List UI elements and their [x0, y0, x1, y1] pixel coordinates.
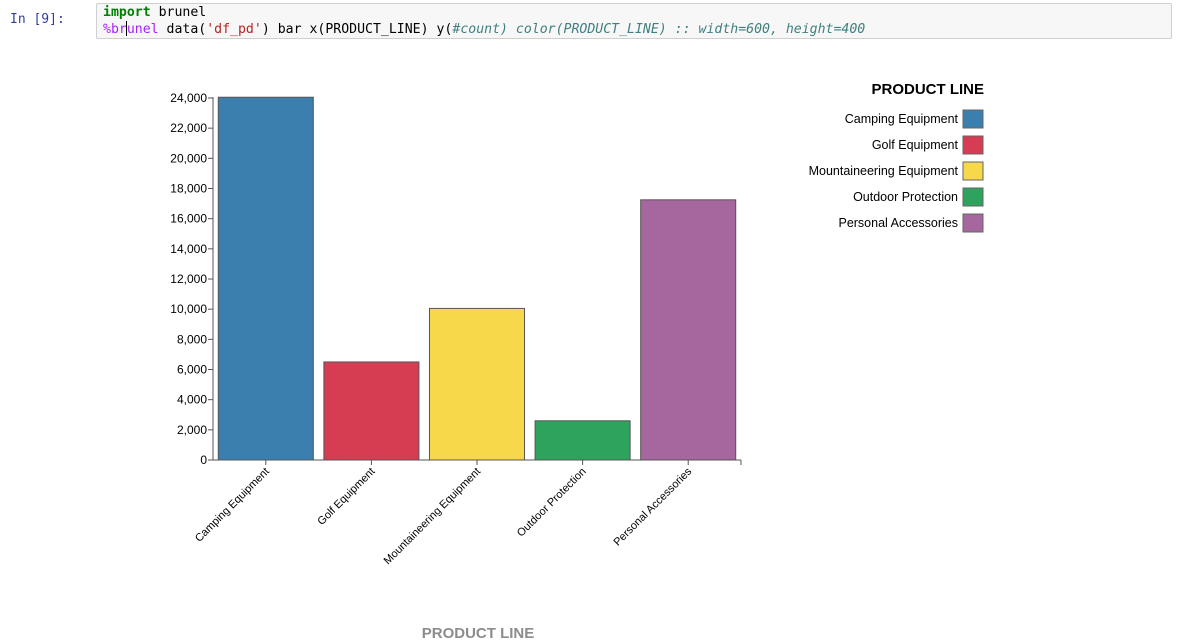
- x-tick-label: Personal Accessories: [611, 465, 694, 548]
- magic-command-part-2: unel: [126, 22, 159, 37]
- code-plain-2: ) bar x(PRODUCT_LINE) y(: [261, 22, 453, 37]
- x-tick-label: Golf Equipment: [315, 466, 377, 528]
- legend-swatch: [962, 135, 984, 155]
- x-tick-label: Mountaineering Equipment: [382, 466, 483, 567]
- keyword-import: import: [103, 5, 151, 20]
- code-line-2: %brunel data('df_pd') bar x(PRODUCT_LINE…: [103, 21, 866, 37]
- legend-title: PRODUCT LINE: [872, 81, 985, 98]
- bar: [534, 420, 631, 461]
- text-cursor: [126, 21, 128, 36]
- legend-label: Camping Equipment: [845, 112, 959, 126]
- cell-prompt: In [9]:: [10, 12, 65, 27]
- y-tick-label: 18,000: [170, 182, 207, 196]
- y-tick-label: 0: [200, 453, 207, 467]
- legend-label: Personal Accessories: [838, 216, 958, 230]
- y-tick-label: 6,000: [177, 363, 207, 377]
- y-tick-label: 20,000: [170, 151, 207, 165]
- y-tick-label: 16,000: [170, 212, 207, 226]
- legend-swatch: [962, 187, 984, 207]
- x-axis-title: PRODUCT LINE: [422, 625, 535, 642]
- bar: [640, 199, 737, 461]
- x-tick-label: Outdoor Protection: [515, 466, 589, 540]
- bar: [428, 307, 526, 461]
- legend-label: Golf Equipment: [872, 138, 959, 152]
- y-tick-label: 4,000: [177, 393, 207, 407]
- y-tick-label: 2,000: [177, 423, 207, 437]
- code-comment: #count) color(PRODUCT_LINE) :: width=600…: [452, 22, 866, 37]
- legend-swatch: [962, 161, 984, 181]
- legend-swatch: [962, 109, 984, 129]
- y-tick-label: 12,000: [170, 272, 207, 286]
- bar: [217, 96, 314, 461]
- plot-area: 0 2,000 4,000 6,000 8,000 10,000 12,000 14,000 1…: [170, 91, 742, 567]
- y-tick-label: 10,000: [170, 302, 207, 316]
- code-cell-input[interactable]: import brunel %brunel data('df_pd') bar …: [96, 3, 1172, 39]
- bar: [323, 361, 420, 461]
- code-plain-1: data(: [158, 22, 207, 37]
- legend-label: Outdoor Protection: [853, 190, 958, 204]
- magic-command-part-1: %br: [103, 22, 127, 37]
- code-string: 'df_pd': [206, 22, 262, 37]
- x-tick-label: Camping Equipment: [193, 466, 272, 545]
- y-tick-label: 22,000: [170, 121, 207, 135]
- y-tick-label: 14,000: [170, 242, 207, 256]
- y-tick-label: 8,000: [177, 332, 207, 346]
- legend-label: Mountaineering Equipment: [809, 164, 959, 178]
- legend-swatch: [962, 213, 984, 233]
- legend: PRODUCT LINE Camping Equipment Golf Equipm…: [809, 81, 985, 233]
- y-tick-label: 24,000: [170, 91, 207, 105]
- code-line-1: import brunel: [103, 5, 206, 20]
- module-name: brunel: [150, 5, 207, 20]
